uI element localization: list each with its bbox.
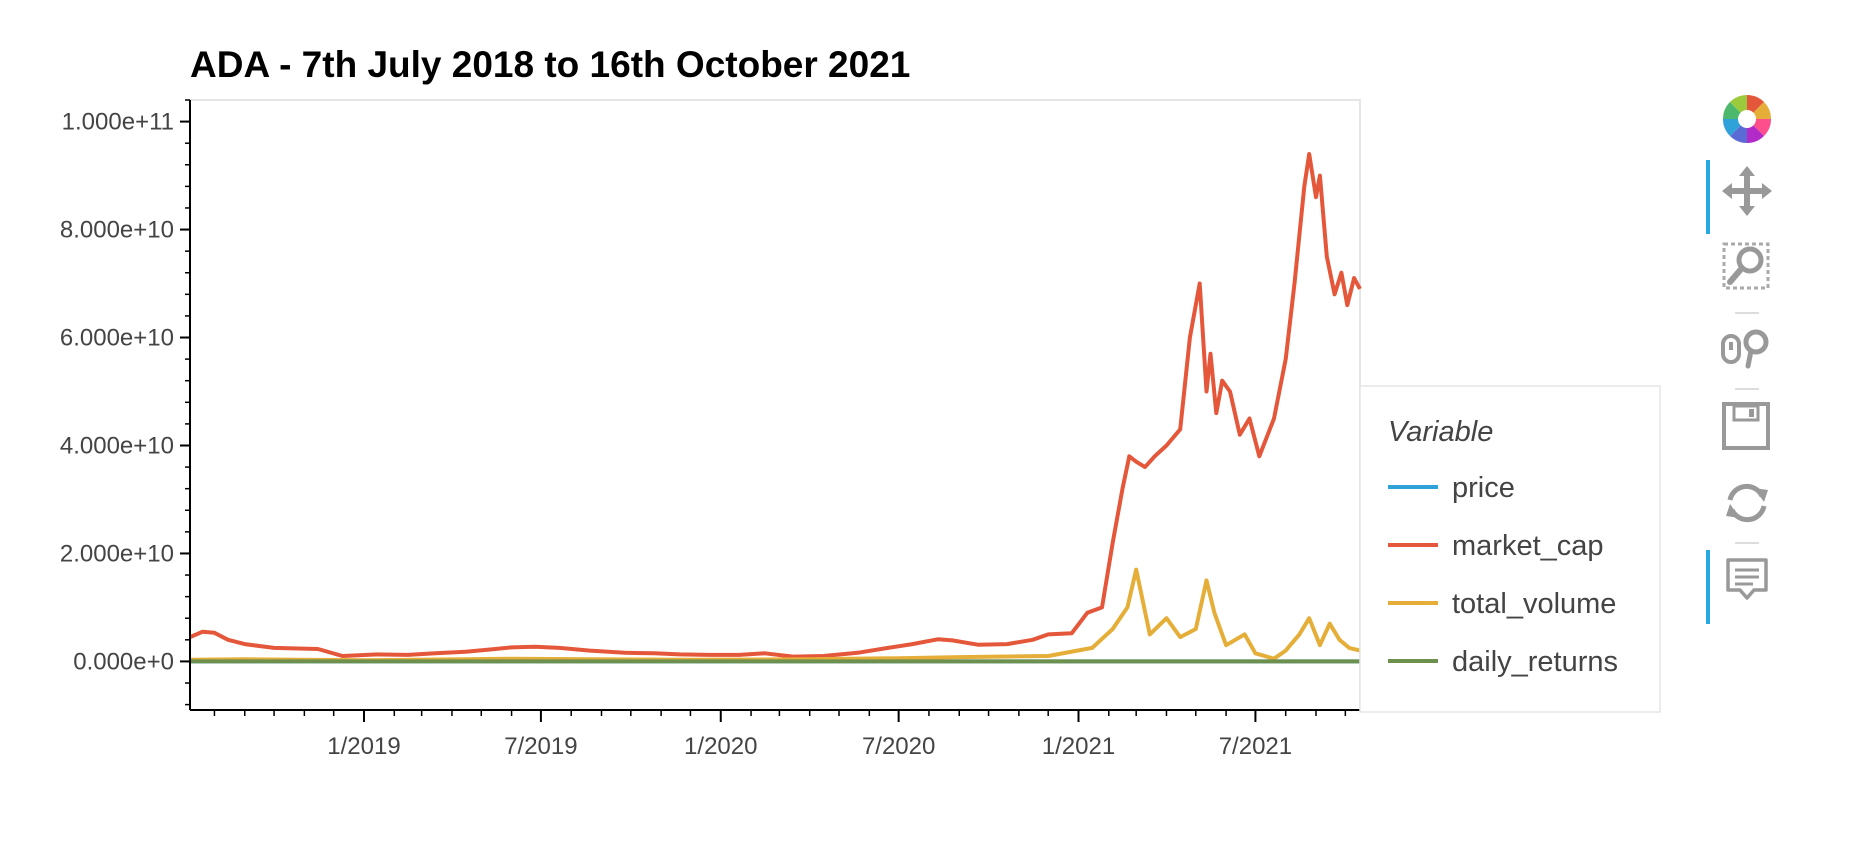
y-tick-label: 1.000e+11 [62,109,174,136]
chart-toolbar [1700,90,1790,630]
x-tick-label: 1/2020 [684,733,757,760]
legend: Variable price market_cap total_volumedail… [1359,385,1661,713]
legend-label: market_cap [1452,530,1604,562]
reset-icon[interactable] [1718,474,1776,532]
legend-box [1359,385,1661,713]
legend-label: daily_returns [1452,646,1618,678]
plot-area[interactable] [189,99,1361,711]
wheel-zoom-icon[interactable] [1718,320,1776,378]
chart-title: ADA - 7th July 2018 to 16th October 2021 [190,44,910,85]
y-tick-label: 6.000e+10 [60,325,174,352]
y-tick-label: 8.000e+10 [60,217,174,244]
toolbar-separator [1735,388,1759,390]
x-tick-label: 1/2021 [1042,733,1115,760]
toolbar-separator [1735,312,1759,314]
legend-title: Variable [1388,416,1493,448]
pan-icon[interactable] [1706,160,1776,234]
y-tick-label: 0.000e+0 [73,648,174,675]
hover-icon[interactable] [1706,550,1776,624]
legend-label: price [1452,472,1515,504]
axes-layer: 0.000e+0 2.000e+10 4.000e+10 6.000e+10 8.000… [60,99,1360,760]
series-line-market-cap [189,152,1362,659]
toolbar-separator [1735,542,1759,544]
x-tick-label: 7/2019 [504,733,577,760]
y-tick-label: 4.000e+10 [60,432,174,459]
save-icon[interactable] [1718,398,1776,456]
bokeh-logo-icon[interactable] [1718,90,1776,148]
y-tick-label: 2.000e+10 [60,540,174,567]
x-tick-label: 1/2019 [327,733,400,760]
box-zoom-icon[interactable] [1718,238,1776,296]
legend-label: total_volume [1452,588,1616,620]
x-tick-label: 7/2020 [862,733,935,760]
series-layer [189,152,1362,664]
x-tick-label: 7/2021 [1219,733,1292,760]
series-line-total-volume [189,567,1361,663]
